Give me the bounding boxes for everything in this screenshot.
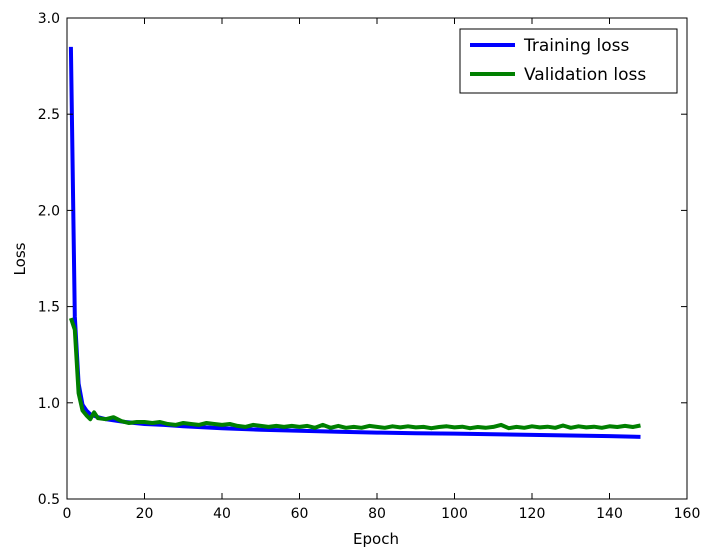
legend-label-validation: Validation loss xyxy=(524,65,646,85)
x-tick-label: 40 xyxy=(213,506,231,522)
legend: Training loss Validation loss xyxy=(459,28,678,94)
y-axis-label: Loss xyxy=(11,242,29,275)
x-tick-label: 80 xyxy=(368,506,386,522)
x-axis-label: Epoch xyxy=(353,530,399,548)
x-tick-label: 160 xyxy=(674,506,701,522)
x-tick-label: 140 xyxy=(596,506,623,522)
y-tick-label: 1.0 xyxy=(38,396,60,412)
series-line-validation xyxy=(69,317,641,431)
series-line-training xyxy=(68,46,641,439)
x-tick-label: 20 xyxy=(136,506,154,522)
y-tick-label: 0.5 xyxy=(38,492,60,508)
axis-ticks: 0 20 40 60 80 100 120 140 160 0.5 1.0 1.5 2.0 2.5 3.0 xyxy=(38,11,701,522)
x-tick-label: 120 xyxy=(519,506,546,522)
y-tick-label: 1.5 xyxy=(38,300,60,316)
x-tick-label: 60 xyxy=(291,506,309,522)
plot-area xyxy=(68,46,641,439)
legend-label-training: Training loss xyxy=(523,36,629,56)
y-tick-label: 2.0 xyxy=(38,203,60,219)
x-tick-label: 0 xyxy=(63,506,72,522)
y-tick-label: 2.5 xyxy=(38,107,60,123)
x-tick-label: 100 xyxy=(441,506,468,522)
y-tick-label: 3.0 xyxy=(38,11,60,27)
legend-box xyxy=(459,28,678,94)
